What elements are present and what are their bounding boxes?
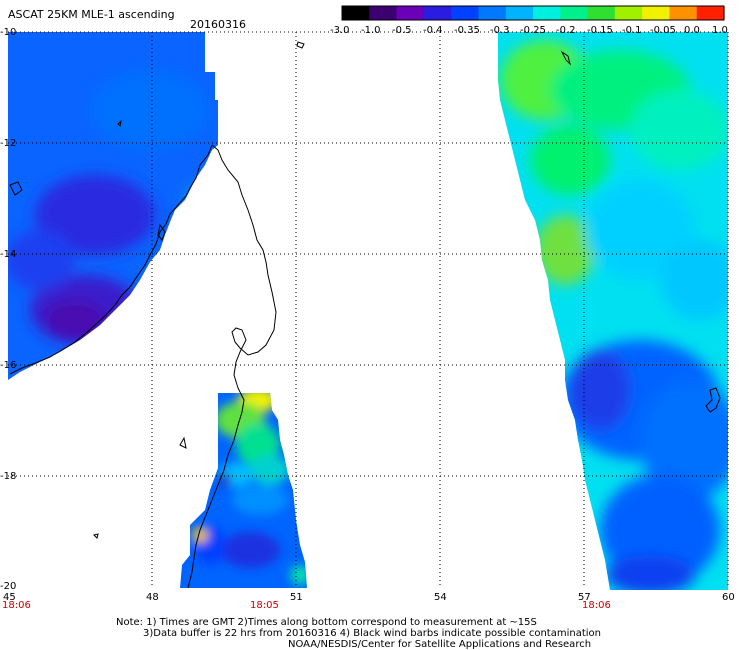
colorbar-label: -0.4 <box>423 25 443 36</box>
colorbar-swatch <box>696 6 725 20</box>
colorbar-swatch <box>342 6 370 20</box>
colorbar <box>341 5 725 21</box>
colorbar-label: -3.0 <box>330 25 350 36</box>
lat-label: -14 <box>0 249 17 260</box>
colorbar-swatch <box>478 6 507 20</box>
lat-label: -20 <box>0 581 17 592</box>
colorbar-swatch <box>560 6 589 20</box>
time-label: 18:05 <box>250 600 279 611</box>
colorbar-label: 0.0 <box>684 25 700 36</box>
lat-label: -16 <box>0 360 17 371</box>
time-label: 18:06 <box>2 600 31 611</box>
footer-note-2: 3)Data buffer is 22 hrs from 20160316 4)… <box>143 628 601 639</box>
colorbar-label: -1.0 <box>361 25 381 36</box>
colorbar-swatch <box>669 6 698 20</box>
colorbar-label: -0.3 <box>490 25 510 36</box>
colorbar-label: -0.1 <box>622 25 642 36</box>
colorbar-swatch <box>423 6 452 20</box>
lon-label: 60 <box>722 592 735 603</box>
lon-label: 51 <box>290 592 303 603</box>
footer-note-1: Note: 1) Times are GMT 2)Times along bot… <box>116 617 537 628</box>
south-swath <box>180 393 307 588</box>
colorbar-label: -0.5 <box>392 25 412 36</box>
time-label: 18:06 <box>582 600 611 611</box>
map-title: ASCAT 25KM MLE-1 ascending <box>8 8 175 21</box>
colorbar-swatch <box>533 6 561 20</box>
lat-label: -10 <box>0 27 17 38</box>
lat-label: -12 <box>0 138 17 149</box>
colorbar-label: -0.35 <box>454 25 480 36</box>
colorbar-border <box>341 5 725 21</box>
colorbar-swatch <box>642 6 671 20</box>
map-date: 20160316 <box>190 18 246 31</box>
colorbar-swatch <box>505 6 534 20</box>
colorbar-label: -0.25 <box>520 25 546 36</box>
grid-lines <box>8 31 729 588</box>
colorbar-label: -0.15 <box>587 25 613 36</box>
colorbar-swatch <box>369 6 398 20</box>
colorbar-label: -0.2 <box>556 25 576 36</box>
colorbar-swatch <box>451 6 480 20</box>
lon-label: 48 <box>146 592 159 603</box>
lat-label: -18 <box>0 471 17 482</box>
colorbar-swatch <box>396 6 425 20</box>
lon-label: 54 <box>434 592 447 603</box>
footer-credit: NOAA/NESDIS/Center for Satellite Applica… <box>288 639 592 650</box>
islands <box>9 41 721 539</box>
lon-label: 45 <box>3 592 16 603</box>
madagascar-coastline <box>9 144 277 589</box>
right-swath <box>498 32 728 590</box>
colorbar-swatch <box>614 6 643 20</box>
colorbar-swatch <box>587 6 616 20</box>
colorbar-label: 1.0 <box>712 25 728 36</box>
lon-label: 57 <box>578 592 591 603</box>
colorbar-label: -0.05 <box>650 25 676 36</box>
left-swath <box>8 32 218 380</box>
